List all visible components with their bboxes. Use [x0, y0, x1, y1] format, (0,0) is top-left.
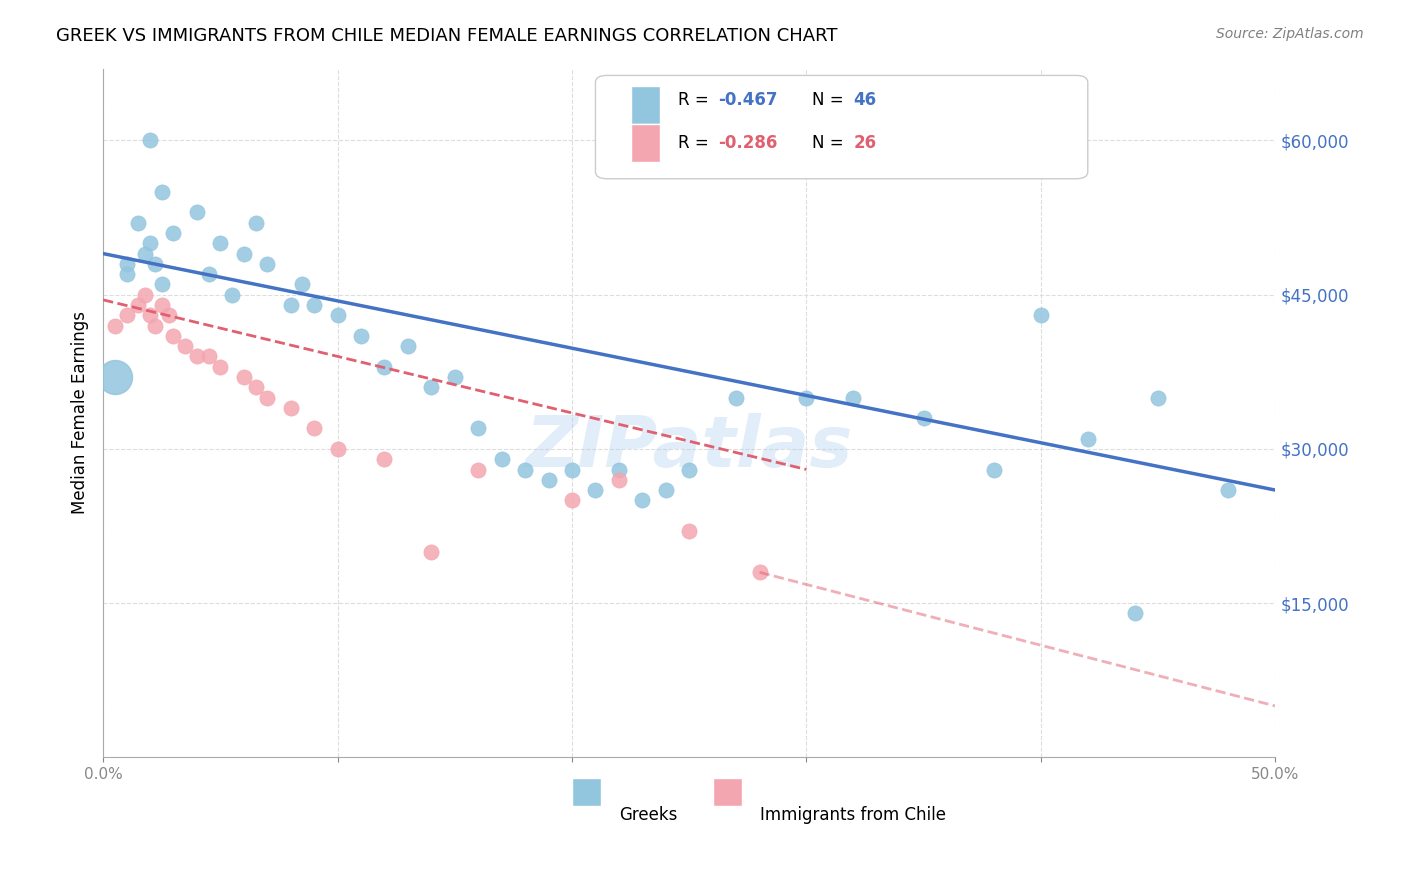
Point	[174, 339, 197, 353]
Text: N =: N =	[813, 134, 849, 152]
FancyBboxPatch shape	[713, 778, 742, 805]
Text: N =: N =	[813, 90, 849, 109]
Point	[134, 287, 156, 301]
Point	[326, 442, 349, 456]
Point	[139, 134, 162, 148]
Point	[1147, 391, 1170, 405]
Point	[420, 545, 443, 559]
Point	[280, 298, 302, 312]
Point	[796, 391, 818, 405]
Text: ZIPatlas: ZIPatlas	[526, 413, 853, 482]
Text: R =: R =	[678, 134, 713, 152]
Point	[221, 287, 243, 301]
Text: GREEK VS IMMIGRANTS FROM CHILE MEDIAN FEMALE EARNINGS CORRELATION CHART: GREEK VS IMMIGRANTS FROM CHILE MEDIAN FE…	[56, 27, 838, 45]
Point	[513, 462, 536, 476]
FancyBboxPatch shape	[631, 124, 659, 161]
Point	[143, 257, 166, 271]
Point	[127, 298, 149, 312]
Point	[256, 257, 278, 271]
Point	[678, 462, 700, 476]
Text: -0.467: -0.467	[718, 90, 778, 109]
Point	[232, 370, 254, 384]
Point	[443, 370, 465, 384]
Point	[162, 329, 184, 343]
Point	[134, 246, 156, 260]
Point	[197, 267, 219, 281]
Point	[115, 308, 138, 322]
Text: -0.286: -0.286	[718, 134, 778, 152]
Point	[491, 452, 513, 467]
Point	[302, 298, 325, 312]
Point	[245, 216, 267, 230]
Point	[350, 329, 373, 343]
Point	[420, 380, 443, 394]
FancyBboxPatch shape	[572, 778, 602, 805]
Point	[373, 359, 395, 374]
Point	[326, 308, 349, 322]
Point	[186, 205, 208, 219]
Text: 26: 26	[853, 134, 876, 152]
Text: Source: ZipAtlas.com: Source: ZipAtlas.com	[1216, 27, 1364, 41]
Point	[396, 339, 419, 353]
Point	[842, 391, 865, 405]
Point	[115, 267, 138, 281]
Point	[139, 236, 162, 251]
Point	[1123, 607, 1146, 621]
Point	[467, 421, 489, 435]
Point	[104, 318, 127, 333]
Point	[115, 257, 138, 271]
Point	[537, 473, 560, 487]
Point	[143, 318, 166, 333]
Point	[291, 277, 314, 292]
Point	[150, 277, 173, 292]
Point	[280, 401, 302, 415]
Point	[655, 483, 678, 497]
Point	[678, 524, 700, 539]
Text: Immigrants from Chile: Immigrants from Chile	[759, 805, 946, 823]
Point	[209, 236, 232, 251]
Point	[983, 462, 1005, 476]
FancyBboxPatch shape	[631, 86, 659, 124]
Point	[607, 462, 630, 476]
Point	[467, 462, 489, 476]
Point	[561, 493, 583, 508]
Y-axis label: Median Female Earnings: Median Female Earnings	[72, 311, 89, 515]
Point	[104, 370, 127, 384]
Point	[1029, 308, 1052, 322]
Point	[186, 350, 208, 364]
Point	[373, 452, 395, 467]
Point	[162, 226, 184, 240]
Point	[157, 308, 180, 322]
Point	[912, 411, 935, 425]
Point	[256, 391, 278, 405]
Point	[150, 298, 173, 312]
Text: R =: R =	[678, 90, 713, 109]
Point	[1077, 432, 1099, 446]
Point	[127, 216, 149, 230]
Point	[209, 359, 232, 374]
Point	[725, 391, 748, 405]
Point	[631, 493, 654, 508]
FancyBboxPatch shape	[596, 76, 1088, 178]
Text: Greeks: Greeks	[619, 805, 678, 823]
Point	[197, 350, 219, 364]
Point	[1218, 483, 1240, 497]
Point	[607, 473, 630, 487]
Point	[748, 566, 770, 580]
Point	[585, 483, 607, 497]
Text: 46: 46	[853, 90, 876, 109]
Point	[302, 421, 325, 435]
Point	[561, 462, 583, 476]
Point	[232, 246, 254, 260]
Point	[150, 185, 173, 199]
Point	[245, 380, 267, 394]
Point	[139, 308, 162, 322]
